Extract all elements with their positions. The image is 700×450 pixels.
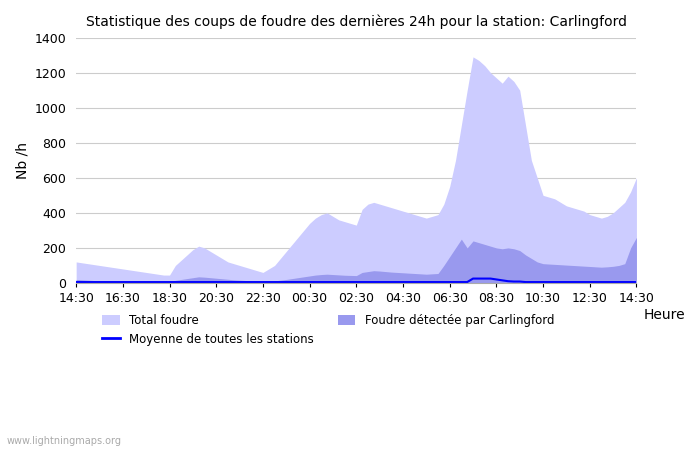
Legend: Total foudre, Moyenne de toutes les stations, Foudre détectée par Carlingford: Total foudre, Moyenne de toutes les stat… <box>97 309 559 351</box>
Y-axis label: Nb /h: Nb /h <box>15 142 29 179</box>
Title: Statistique des coups de foudre des dernières 24h pour la station: Carlingford: Statistique des coups de foudre des dern… <box>86 15 626 30</box>
Text: www.lightningmaps.org: www.lightningmaps.org <box>7 436 122 446</box>
Text: Heure: Heure <box>643 308 685 322</box>
